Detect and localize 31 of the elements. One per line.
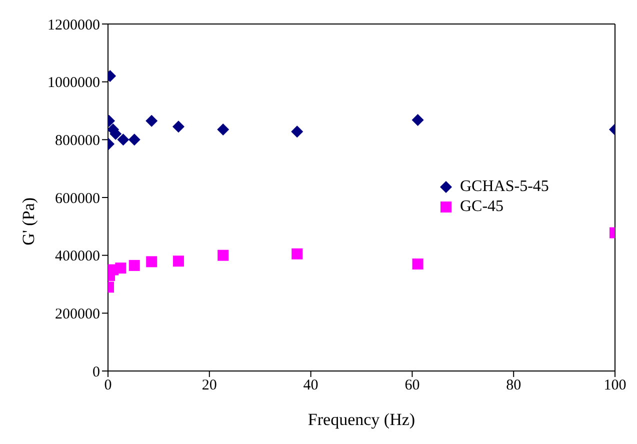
y-tick-label: 600000 [55,190,100,207]
legend-label: GCHAS-5-45 [460,178,549,196]
x-axis-title: Frequency (Hz) [308,410,416,430]
y-tick-label: 200000 [55,306,100,322]
x-tick-label: 100 [604,378,626,394]
point [146,256,158,268]
point [291,126,304,138]
y-tick-label: 800000 [55,132,100,149]
x-tick-label: 20 [202,378,217,394]
y-tick-label: 400000 [55,248,100,265]
point [217,124,230,136]
point [218,250,229,261]
point [128,260,140,271]
y-tick-label: 1000000 [48,75,100,92]
point [146,114,158,127]
y-tick-label: 1200000 [48,17,100,34]
x-tick-label: 60 [404,378,420,394]
point [412,258,424,270]
point [292,248,303,260]
point [412,114,424,126]
y-axis-title: G' (Pa) [19,198,38,246]
x-tick-label: 80 [506,378,522,394]
x-tick-label: 0 [104,378,112,394]
legend-label: GC-45 [460,198,504,216]
y-tick-label: 0 [92,364,100,380]
point [172,120,184,133]
x-tick-label: 40 [303,378,318,394]
point [115,262,126,274]
point [128,134,140,146]
point [117,134,130,146]
point [172,256,184,267]
